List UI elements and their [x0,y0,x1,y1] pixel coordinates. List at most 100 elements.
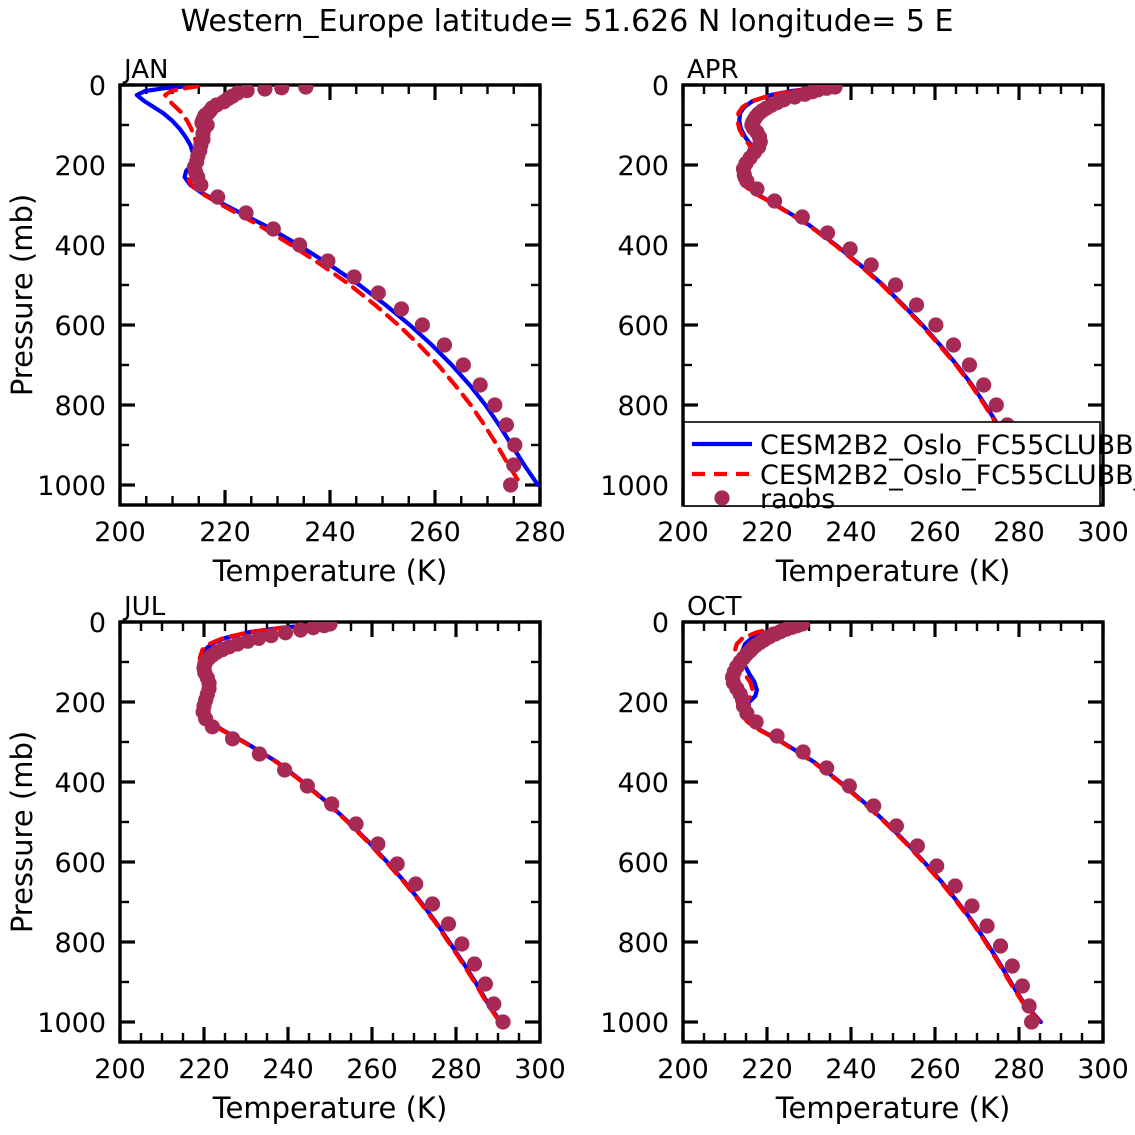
obs-point [498,417,514,433]
obs-point [263,628,279,644]
obs-point [274,85,290,96]
obs-point [486,996,502,1012]
obs-point [992,938,1009,954]
y-tick-label: 200 [54,151,106,182]
obs-point [393,301,409,317]
x-tick-label: 240 [825,1054,877,1085]
y-tick-label: 400 [54,231,106,262]
obs-point [277,762,293,778]
data-layer [735,85,1032,493]
obs-point [506,457,522,473]
series-line-model2 [163,85,524,488]
obs-point [979,918,995,934]
legend-swatch-dot [714,490,730,506]
y-tick-label: 0 [652,71,669,102]
obs-point [866,798,882,814]
x-tick-label: 240 [304,517,356,548]
x-tick-label: 280 [993,1054,1045,1085]
legend: CESM2B2_Oslo_FC55CLUBBCESM2B2_Oslo_FC55C… [683,421,1135,515]
plot-frame [118,83,542,507]
y-tick-label: 1000 [600,471,669,502]
x-tick-label: 280 [430,1054,482,1085]
legend-box [683,421,1101,507]
x-tick-label: 300 [1077,517,1129,548]
obs-point [454,936,470,952]
obs-point [389,856,405,872]
obs-point [265,221,281,237]
panel-jan: 200 220 240 260 280 0 200 400 600 800 1000 JAN Tempe… [5,55,566,588]
panel-label-oct: OCT [687,592,742,622]
obs-point [908,297,925,313]
obs-point [257,85,273,97]
y-tick-label: 600 [54,848,106,879]
obs-point [324,796,340,812]
obs-point [370,285,386,301]
x-tick-label: 220 [741,517,793,548]
obs-point [1024,1014,1040,1030]
plot-frame [118,620,542,1044]
panel-label-jul: JUL [122,592,166,622]
y-tick-label: 600 [617,848,669,879]
x-tick-label: 300 [514,1054,566,1085]
obs-point [291,237,308,253]
y-tick-label: 400 [617,231,669,262]
obs-point [819,760,835,776]
obs-point [503,477,519,493]
obs-point [424,896,441,912]
y-tick-label: 600 [54,311,106,342]
obs-point [436,337,453,353]
obs-point [414,317,430,333]
obs-point [945,337,962,353]
obs-point [495,1014,511,1030]
y-tick-label: 1000 [37,471,106,502]
obs-point [988,397,1004,413]
x-tick-label: 300 [1077,1054,1129,1085]
x-tick-label: 280 [514,517,566,548]
y-axis-title: Pressure (mb) [5,194,39,396]
y-tick-label: 0 [652,608,669,639]
panel-label-jan: JAN [122,55,168,85]
y-axis-title: Pressure (mb) [5,731,39,933]
x-tick-label: 240 [825,517,877,548]
obs-point [1021,998,1037,1014]
obs-point [487,397,503,413]
y-tick-label: 200 [54,688,106,719]
y-tick-label: 1000 [600,1008,669,1039]
obs-point [193,177,209,193]
obs-point [863,257,879,273]
x-tick-label: 260 [409,517,461,548]
data-layer [724,622,1043,1030]
y-tick-label: 0 [89,71,106,102]
obs-point [305,622,321,636]
panel-label-apr: APR [687,55,739,85]
legend-label: raobs [760,484,835,515]
y-tick-label: 600 [617,311,669,342]
y-tick-label: 400 [617,768,669,799]
obs-point [766,193,783,209]
y-tick-label: 800 [617,928,669,959]
obs-point [947,878,963,894]
obs-point [224,731,241,747]
x-tick-label: 200 [657,517,709,548]
x-tick-label: 220 [178,1054,230,1085]
obs-point [348,816,364,832]
panel-apr: 200 220 240 260 280 300 0 200 400 600 800 1000 APR Te… [600,55,1128,588]
obs-point [507,437,523,453]
obs-point [320,253,336,269]
obs-point [370,836,386,852]
x-axis-title: Temperature (K) [212,1091,448,1125]
y-tick-label: 200 [617,151,669,182]
panel-jul: 200 220 240 260 280 300 0 200 400 600 800 1000 JUL Te… [5,592,566,1125]
obs-point [251,746,268,762]
obs-point [795,744,811,760]
data-layer [195,622,511,1030]
obs-point [299,778,315,794]
obs-point [842,241,858,257]
obs-point [841,778,857,794]
y-tick-label: 0 [89,608,106,639]
obs-point [748,714,764,730]
x-axis-title: Temperature (K) [212,554,448,588]
obs-point [298,85,314,95]
x-tick-label: 280 [993,517,1045,548]
